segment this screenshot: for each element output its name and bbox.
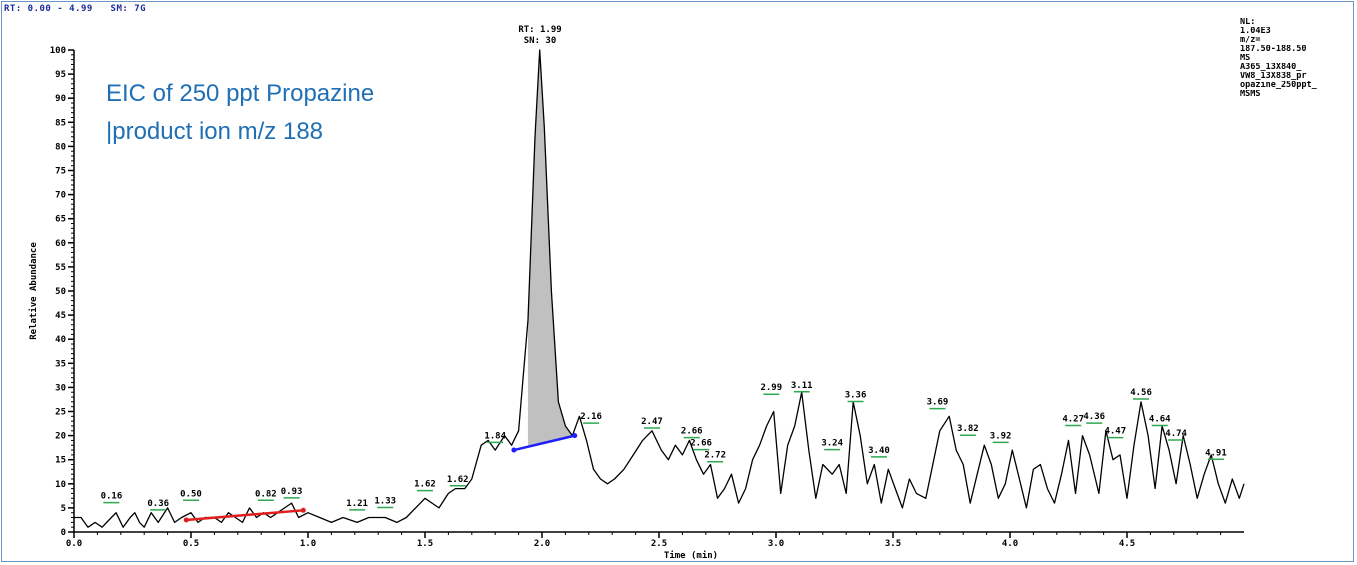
overlay-title-line2: |product ion m/z 188	[106, 118, 324, 145]
axes: 0 5 10 15 20 25 30 35 40 45 50 55 60 65 70 75 80 85 90 95 10…	[50, 46, 1244, 549]
peak-rt-label: 0.36	[147, 499, 169, 509]
sm-label: SM: 7G	[110, 4, 147, 14]
trace-layer	[74, 49, 1245, 528]
info-line: MS	[1240, 54, 1251, 63]
peak-rt-label: 3.36	[845, 390, 867, 400]
peak-rt-label: 2.66	[681, 427, 703, 437]
info-line: VW8_13X838_pr	[1240, 72, 1307, 81]
y-tick-label: 10	[55, 480, 66, 490]
info-line: m/z=	[1240, 36, 1261, 45]
y-tick-label: 70	[55, 191, 66, 201]
y-tick-label: 50	[55, 287, 66, 297]
y-tick-label: 90	[55, 94, 66, 104]
y-tick-label: 25	[55, 408, 66, 418]
rt-range-label: RT: 0.00 - 4.99	[4, 4, 93, 14]
info-line: MSMS	[1240, 90, 1261, 99]
info-line: NL:	[1240, 18, 1256, 27]
main-peak-rt-label: RT: 1.99	[518, 25, 561, 35]
y-tick-label: 80	[55, 142, 66, 152]
peak-rt-label: 3.92	[990, 431, 1012, 441]
peak-area-fill	[527, 50, 573, 447]
info-line: opazine_250ppt_	[1240, 81, 1317, 90]
peak-rt-label: 4.47	[1104, 427, 1126, 437]
peak-rt-label: 4.27	[1062, 415, 1084, 425]
x-tick-label: 2.5	[651, 539, 667, 549]
peak-rt-label: 2.66	[690, 439, 712, 449]
y-tick-label: 85	[55, 118, 66, 128]
x-tick-label: 2.0	[534, 539, 550, 549]
baseline-marker	[300, 507, 306, 513]
x-axis-label: Time (min)	[664, 550, 718, 561]
y-tick-label: 20	[55, 432, 66, 442]
y-tick-label: 60	[55, 239, 66, 249]
peak-rt-label: 1.33	[374, 496, 396, 506]
peak-rt-label: 2.16	[580, 412, 602, 422]
peak-rt-label: 3.24	[821, 439, 843, 449]
y-tick-label: 45	[55, 311, 66, 321]
baseline-marker	[511, 447, 517, 453]
overlay-title-line1: EIC of 250 ppt Propazine	[106, 80, 375, 107]
peak-rt-label: 4.74	[1165, 429, 1187, 439]
peak-rt-label: 4.56	[1130, 388, 1152, 398]
y-tick-label: 75	[55, 167, 66, 177]
peak-rt-label: 4.91	[1205, 448, 1227, 458]
peak-rt-label: 0.93	[281, 487, 303, 497]
info-line: A365_13X840_	[1240, 63, 1302, 72]
baseline-marker	[183, 517, 189, 523]
x-tick-label: 3.5	[885, 539, 901, 549]
peak-rt-label: 3.82	[957, 424, 979, 434]
peak-rt-label: 3.40	[868, 446, 890, 456]
x-tick-label: 4.5	[1119, 539, 1135, 549]
x-tick-label: 0.0	[66, 539, 82, 549]
y-axis-label: Relative Abundance	[28, 242, 39, 340]
axis-label-layer: Time (min) Relative Abundance	[28, 242, 718, 561]
baseline-layer	[183, 433, 578, 523]
peak-rt-label: 4.36	[1083, 412, 1105, 422]
y-tick-label: 55	[55, 263, 66, 273]
y-tick-label: 15	[55, 456, 66, 466]
y-tick-label: 40	[55, 335, 66, 345]
peak-rt-label: 2.99	[760, 383, 782, 393]
info-line: 187.50-188.50	[1240, 45, 1307, 54]
annotation-layer: 0.16 0.36 0.50 0.82 0.93 1.21 1.33 1.62 1.62 1.84…	[101, 381, 1227, 511]
baseline-marker	[572, 433, 578, 439]
peak-rt-label: 0.16	[101, 492, 123, 502]
peak-rt-label: 1.62	[414, 480, 436, 490]
y-tick-label: 95	[55, 70, 66, 80]
y-tick-label: 35	[55, 359, 66, 369]
peak-rt-label: 0.82	[255, 489, 277, 499]
y-tick-label: 100	[50, 46, 66, 56]
peak-rt-label: 2.72	[704, 451, 726, 461]
chromatogram-trace	[74, 49, 1245, 528]
peak-rt-label: 1.84	[484, 431, 506, 441]
peak-rt-label: 2.47	[641, 417, 663, 427]
x-tick-label: 1.5	[417, 539, 433, 549]
peak-rt-label: 1.62	[447, 475, 469, 485]
integration-baseline	[513, 434, 576, 452]
peak-rt-label: 3.11	[791, 381, 813, 391]
x-tick-label: 3.0	[768, 539, 784, 549]
peak-rt-label: 0.50	[180, 489, 202, 499]
chart-header: RT: 0.00 - 4.99 SM: 7G	[4, 4, 146, 14]
info-panel: NL: 1.04E3 m/z= 187.50-188.50 MS A365_13…	[1240, 18, 1356, 99]
y-tick-label: 5	[61, 504, 66, 514]
info-line: 1.04E3	[1240, 27, 1271, 36]
x-tick-label: 4.0	[1002, 539, 1018, 549]
integration-baseline	[186, 509, 304, 522]
x-tick-label: 1.0	[300, 539, 316, 549]
main-peak-sn-label: SN: 30	[524, 36, 557, 46]
peak-rt-label: 1.21	[346, 499, 368, 509]
peak-rt-label: 3.69	[927, 398, 949, 408]
y-tick-label: 30	[55, 383, 66, 393]
peak-rt-label: 4.64	[1149, 415, 1171, 425]
y-tick-label: 0	[61, 528, 66, 538]
y-tick-label: 65	[55, 215, 66, 225]
peak-fills	[527, 50, 573, 447]
x-tick-label: 0.5	[183, 539, 199, 549]
